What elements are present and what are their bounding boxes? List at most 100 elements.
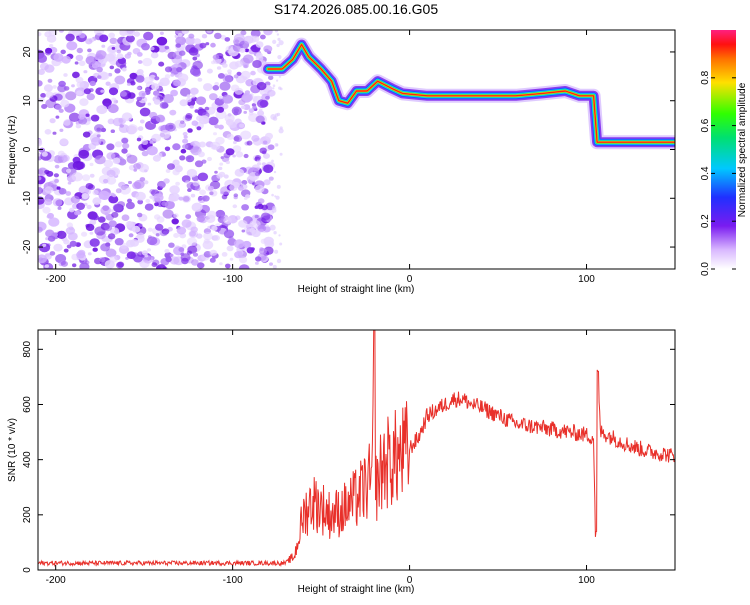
- noise-blob: [185, 155, 195, 163]
- noise-blob: [38, 169, 44, 175]
- noise-blob: [274, 30, 279, 33]
- noise-blob: [223, 174, 229, 179]
- noise-blob: [144, 203, 154, 211]
- noise-blob: [278, 234, 281, 237]
- noise-blob: [89, 238, 100, 247]
- noise-blob: [203, 238, 210, 244]
- noise-blob: [241, 204, 250, 211]
- noise-blob: [219, 162, 224, 166]
- noise-blob: [68, 112, 81, 123]
- noise-blob: [209, 191, 214, 195]
- noise-blob: [76, 47, 84, 54]
- noise-blob: [137, 60, 143, 64]
- noise-blob: [172, 159, 180, 166]
- noise-blob: [186, 94, 191, 98]
- noise-blob: [114, 75, 126, 85]
- noise-blob: [165, 169, 171, 173]
- noise-blob: [211, 60, 216, 65]
- y-tick-label: 200: [22, 506, 33, 523]
- noise-blob: [167, 163, 175, 170]
- noise-blob: [158, 182, 165, 188]
- noise-blob: [44, 31, 52, 38]
- noise-blob: [115, 188, 122, 194]
- noise-blob: [38, 242, 51, 253]
- noise-blob: [137, 212, 143, 218]
- noise-blob: [106, 176, 117, 185]
- noise-blob: [116, 53, 124, 60]
- colorbar-tick-label: 0.4: [700, 166, 711, 180]
- noise-blob: [54, 104, 62, 110]
- noise-blob: [67, 181, 72, 185]
- noise-blob: [271, 207, 277, 213]
- noise-blob: [58, 108, 64, 113]
- noise-blob: [137, 126, 144, 131]
- noise-blob: [225, 160, 230, 165]
- noise-blob: [109, 65, 115, 70]
- noise-blob: [192, 69, 201, 77]
- noise-blob: [49, 44, 54, 48]
- colorbar-gradient: [711, 30, 736, 269]
- noise-blob: [175, 181, 181, 186]
- noise-blob: [72, 160, 84, 171]
- noise-blob: [44, 198, 53, 206]
- noise-blob: [218, 166, 223, 171]
- noise-blob: [223, 216, 232, 225]
- noise-blob: [92, 189, 99, 196]
- noise-blob: [190, 94, 196, 99]
- noise-blob: [141, 43, 150, 51]
- noise-blob: [38, 186, 44, 195]
- noise-blob: [65, 91, 77, 101]
- x-tick-label: 100: [578, 274, 595, 285]
- noise-blob: [187, 245, 198, 254]
- noise-blob: [209, 249, 218, 256]
- noise-blob: [162, 153, 166, 157]
- noise-blob: [247, 35, 257, 43]
- noise-blob: [155, 223, 164, 231]
- noise-blob: [120, 91, 127, 97]
- noise-blob: [190, 226, 198, 233]
- noise-blob: [121, 137, 129, 144]
- noise-blob: [248, 108, 255, 113]
- snr-xlabel: Height of straight line (km): [298, 584, 415, 595]
- noise-blob: [114, 229, 119, 234]
- noise-blob: [57, 206, 62, 210]
- colorbar-label: Normalized spectral amplitude: [737, 82, 748, 217]
- noise-blob: [169, 109, 177, 116]
- noise-blob: [278, 75, 282, 78]
- noise-blob: [126, 251, 136, 259]
- noise-blob: [108, 52, 117, 59]
- noise-blob: [260, 34, 266, 40]
- snr-panel: -200 -100 0 100 0 200 400 600 800 Height of stra…: [7, 329, 676, 595]
- noise-blob: [122, 142, 130, 149]
- snr-frame: [37, 329, 676, 571]
- noise-blob: [196, 233, 203, 239]
- noise-blob: [126, 239, 135, 248]
- noise-blob: [141, 92, 146, 96]
- noise-blob: [94, 30, 105, 36]
- noise-blob: [162, 266, 168, 269]
- noise-blob: [255, 41, 264, 48]
- noise-blob: [147, 248, 151, 252]
- noise-blob: [89, 80, 96, 87]
- noise-blob: [79, 262, 90, 269]
- noise-blob: [81, 231, 88, 237]
- y-tick-label: 10: [22, 95, 33, 107]
- noise-blob: [58, 188, 67, 195]
- noise-blob: [79, 32, 86, 39]
- noise-blob: [110, 209, 115, 213]
- noise-blob: [164, 74, 171, 79]
- noise-blob: [241, 92, 253, 103]
- noise-blob: [65, 33, 75, 42]
- noise-blob: [108, 195, 119, 204]
- noise-blob: [38, 176, 42, 181]
- noise-blob: [271, 193, 274, 197]
- noise-blob: [47, 212, 54, 219]
- noise-blob: [273, 231, 277, 235]
- noise-blob: [272, 264, 277, 269]
- noise-blob: [56, 230, 67, 239]
- noise-blob: [190, 142, 195, 146]
- noise-blob: [174, 119, 185, 129]
- noise-blob: [72, 71, 80, 79]
